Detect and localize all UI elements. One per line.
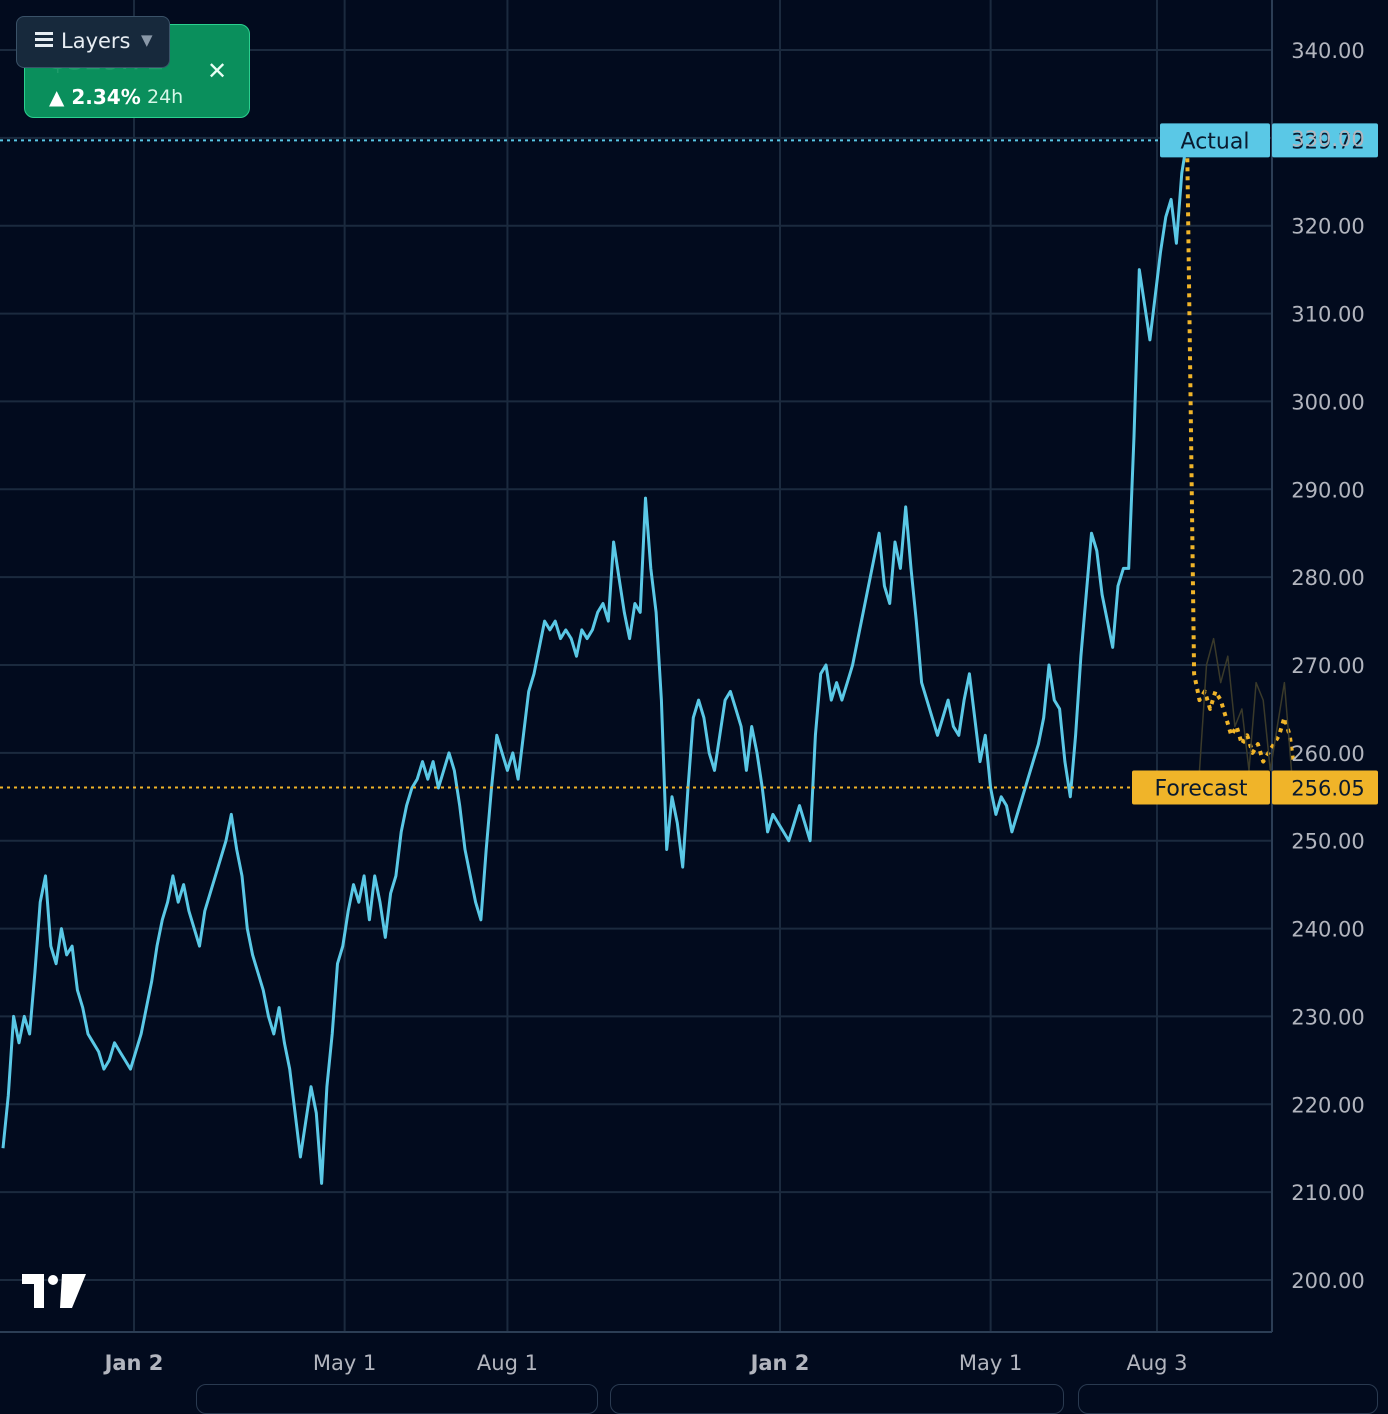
forecast-value-bg [1272,770,1378,805]
hamburger-icon [35,32,53,47]
price-tick-label: 340.00 [1291,39,1364,63]
price-tick-label: 230.00 [1291,1005,1364,1029]
caret-down-icon: ▼ [141,31,153,49]
date-tick-label: May 1 [313,1351,376,1375]
forecast-label-bg [1132,770,1270,805]
price-tick-label: 320.00 [1291,215,1364,239]
chart-series [1,140,1296,1185]
price-tick-label: 310.00 [1291,303,1364,327]
bottom-toolbar-segment [1078,1384,1378,1414]
layers-button[interactable]: Layers ▼ [16,16,170,68]
time-axis[interactable]: Jan 2 May 1 Aug 1 Jan 2 May 1 Aug 3 [103,1351,1188,1375]
actual-label: Actual [1181,129,1250,154]
bottom-toolbar-segment [196,1384,598,1414]
price-tick-label: 270.00 [1291,654,1364,678]
forecast-line [1185,140,1296,764]
actual-price-line [1,140,1189,1185]
date-tick-label: Aug 3 [1126,1351,1187,1375]
price-tick-label: 240.00 [1291,918,1364,942]
layers-label: Layers [61,29,131,53]
chart-markers: Forecast 256.05 Actual 329.72 [0,123,1378,805]
bottom-toolbar-segment [610,1384,1064,1414]
date-tick-label: May 1 [959,1351,1022,1375]
date-tick-label: Aug 1 [477,1351,538,1375]
price-tick-label: 210.00 [1291,1181,1364,1205]
price-tick-label: 330.00 [1291,127,1364,151]
forecast-value: 256.05 [1291,777,1364,801]
actual-label-bg [1160,123,1270,158]
price-tick-label: 300.00 [1291,390,1364,414]
price-tick-label: 260.00 [1291,742,1364,766]
price-tick-label: 290.00 [1291,478,1364,502]
price-axis[interactable]: 200.00 210.00 220.00 230.00 240.00 250.00 260.… [1291,39,1364,1293]
actual-value-bg [1272,123,1378,158]
price-tick-label: 250.00 [1291,830,1364,854]
tradingview-logo [22,1274,86,1308]
close-icon[interactable]: ✕ [207,57,228,85]
price-tick-label: 220.00 [1291,1093,1364,1117]
chart-grid [0,0,1273,1333]
date-tick-label: Jan 2 [103,1351,164,1375]
forecast-label: Forecast [1154,777,1247,802]
price-tick-label: 200.00 [1291,1269,1364,1293]
price-change-period: 24h [147,86,184,108]
forecast-band-line [1198,637,1293,772]
price-change: ▲ 2.34% [49,85,141,109]
price-tick-label: 280.00 [1291,566,1364,590]
date-tick-label: Jan 2 [749,1351,810,1375]
actual-value: 329.72 [1291,129,1364,153]
